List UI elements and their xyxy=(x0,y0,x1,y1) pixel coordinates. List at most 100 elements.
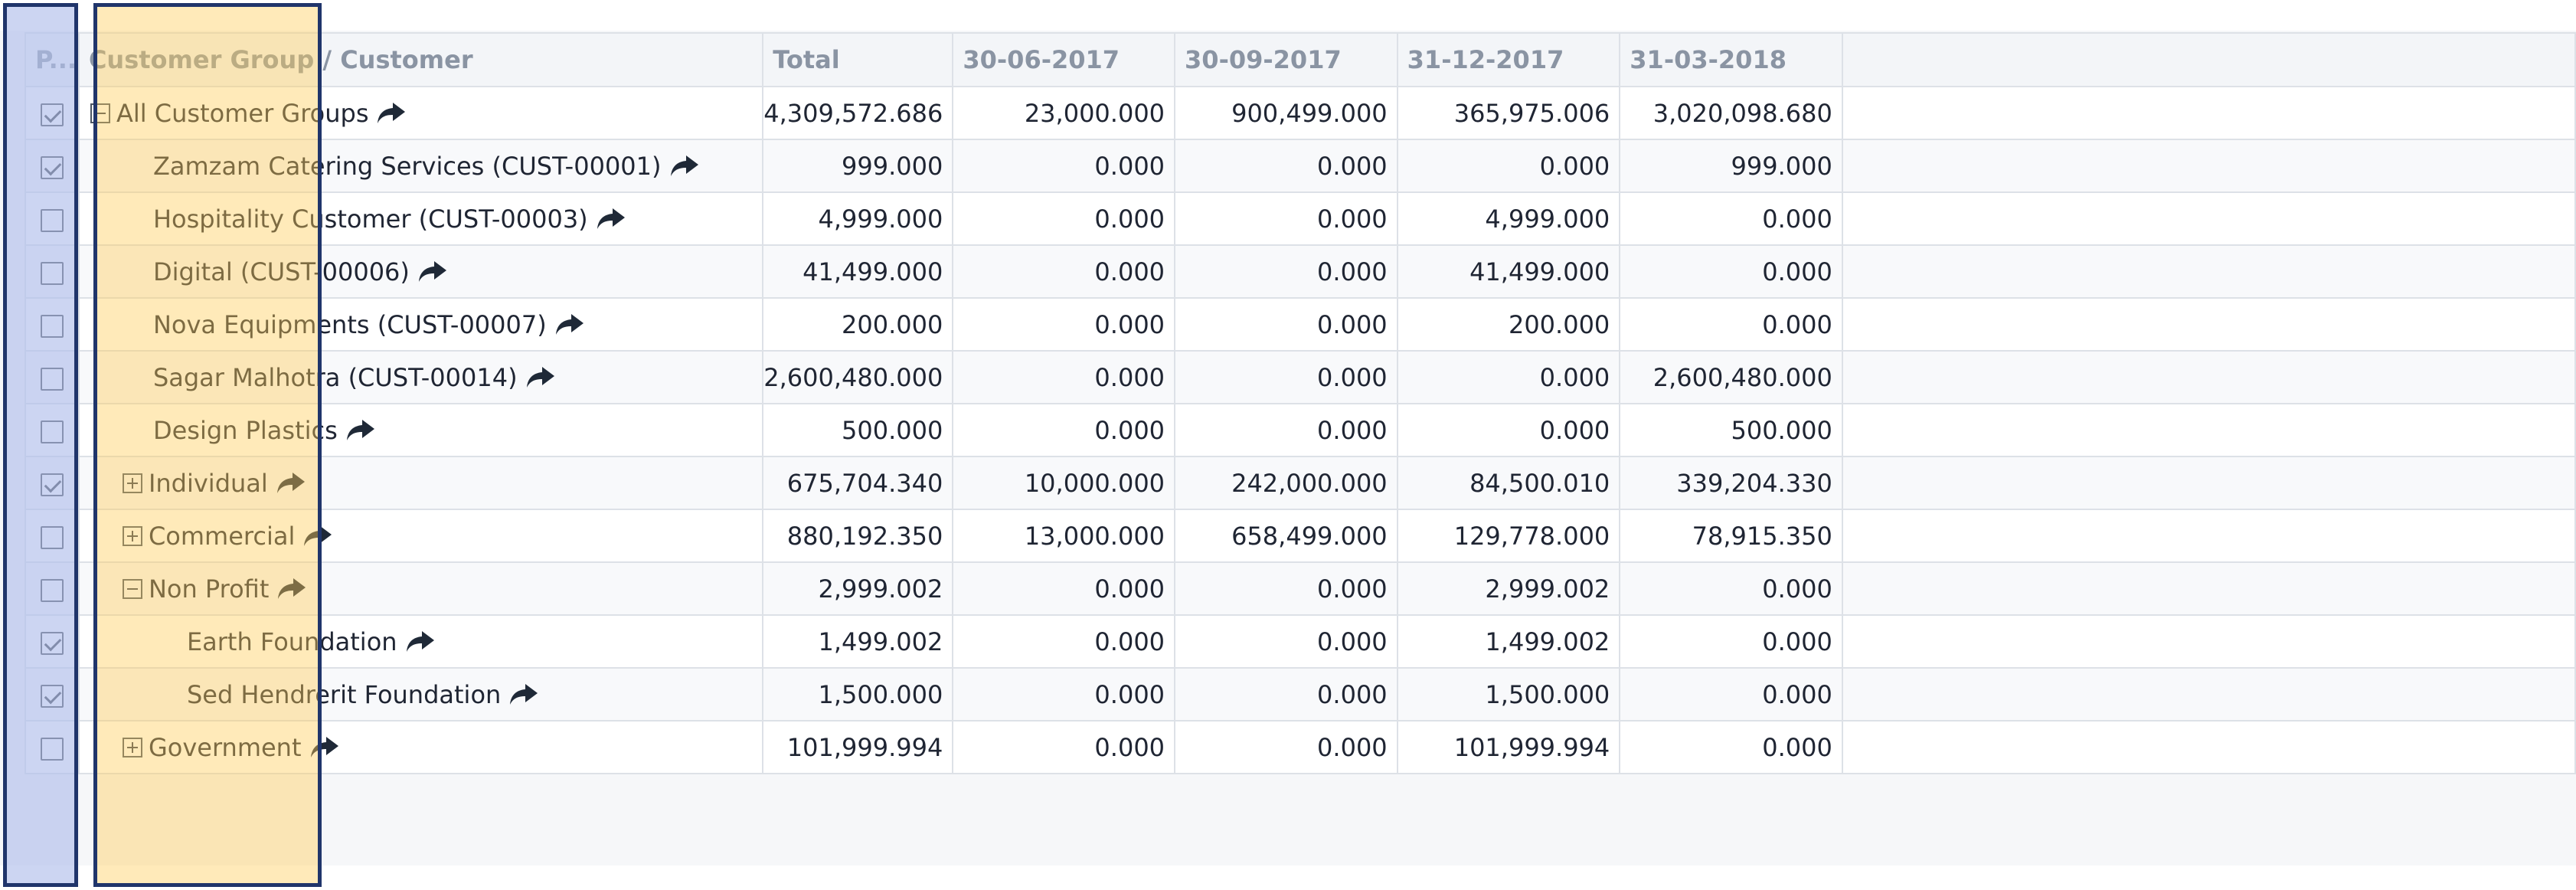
row-checkbox[interactable] xyxy=(40,578,64,602)
customer-name[interactable]: Design Plastics xyxy=(152,415,338,445)
row-checkbox[interactable] xyxy=(40,631,64,655)
row-checkbox[interactable] xyxy=(40,684,64,708)
customer-name[interactable]: Individual xyxy=(148,468,268,498)
customer-name[interactable]: Sed Hendrerit Foundation xyxy=(186,679,502,709)
row-checkbox-cell[interactable] xyxy=(25,139,80,193)
filler-cell xyxy=(1841,561,2576,616)
table-row[interactable]: Government 101,999.994 0.000 0.000 101,999.9… xyxy=(25,720,2576,774)
customer-name[interactable]: Sagar Malhotra (CUST-00014) xyxy=(152,362,518,392)
share-arrow-icon[interactable] xyxy=(596,207,626,231)
share-arrow-icon[interactable] xyxy=(276,577,307,601)
share-arrow-icon[interactable] xyxy=(276,471,306,496)
customer-name[interactable]: Government xyxy=(148,732,302,762)
share-arrow-icon[interactable] xyxy=(508,682,539,707)
row-checkbox-cell[interactable] xyxy=(25,350,80,404)
row-checkbox[interactable] xyxy=(40,525,64,549)
share-arrow-icon[interactable] xyxy=(309,735,340,760)
column-header-q3[interactable]: 31-12-2017 xyxy=(1396,32,1621,87)
q3-cell: 41,499.000 xyxy=(1396,244,1621,299)
q1-cell: 0.000 xyxy=(952,403,1176,457)
share-arrow-icon[interactable] xyxy=(405,630,436,654)
customer-name[interactable]: Nova Equipments (CUST-00007) xyxy=(152,309,547,339)
row-checkbox-cell[interactable] xyxy=(25,614,80,669)
row-checkbox-cell[interactable] xyxy=(25,720,80,774)
customer-name[interactable]: Digital (CUST-00006) xyxy=(152,257,410,286)
customer-name[interactable]: Hospitality Customer (CUST-00003) xyxy=(152,204,588,234)
column-header-q1[interactable]: 30-06-2017 xyxy=(952,32,1176,87)
q4-cell: 0.000 xyxy=(1619,297,1843,352)
row-checkbox-cell[interactable] xyxy=(25,191,80,246)
tree-collapse-icon[interactable] xyxy=(90,103,110,123)
table-row[interactable]: Sed Hendrerit Foundation 1,500.000 0.000 0.… xyxy=(25,667,2576,721)
table-row[interactable]: All Customer Groups 4,309,572.686 23,000.0… xyxy=(25,86,2576,140)
row-checkbox-cell[interactable] xyxy=(25,509,80,563)
q4-cell: 999.000 xyxy=(1619,139,1843,193)
share-arrow-icon[interactable] xyxy=(669,154,700,178)
table-row[interactable]: Earth Foundation 1,499.002 0.000 0.000 1,499… xyxy=(25,614,2576,669)
share-arrow-icon[interactable] xyxy=(302,524,333,548)
table-row[interactable]: Individual 675,704.340 10,000.000 242,000.0… xyxy=(25,456,2576,510)
row-checkbox[interactable] xyxy=(40,420,64,443)
row-checkbox[interactable] xyxy=(40,473,64,496)
row-checkbox-cell[interactable] xyxy=(25,561,80,616)
row-checkbox[interactable] xyxy=(40,155,64,179)
share-arrow-icon[interactable] xyxy=(525,365,556,390)
q4-cell: 500.000 xyxy=(1619,403,1843,457)
column-header-q2[interactable]: 30-09-2017 xyxy=(1174,32,1398,87)
table-row[interactable]: Commercial 880,192.350 13,000.000 658,499.0… xyxy=(25,509,2576,563)
q3-cell: 84,500.010 xyxy=(1396,456,1621,510)
customer-name[interactable]: Zamzam Catering Services (CUST-00001) xyxy=(152,151,662,181)
column-header-q4[interactable]: 31-03-2018 xyxy=(1619,32,1843,87)
row-checkbox[interactable] xyxy=(40,737,64,761)
customer-cell: Sed Hendrerit Foundation xyxy=(77,667,764,721)
row-checkbox[interactable] xyxy=(40,103,64,126)
share-arrow-icon[interactable] xyxy=(417,260,448,284)
column-header-customer[interactable]: Customer Group / Customer xyxy=(77,32,764,87)
row-checkbox-cell[interactable] xyxy=(25,667,80,721)
customer-name[interactable]: Earth Foundation xyxy=(186,627,397,656)
customer-name[interactable]: Non Profit xyxy=(148,574,270,604)
tree-expand-icon[interactable] xyxy=(122,525,142,546)
row-checkbox-cell[interactable] xyxy=(25,456,80,510)
column-header-total[interactable]: Total xyxy=(762,32,954,87)
table-row[interactable]: Design Plastics 500.000 0.000 0.000 0.000 500… xyxy=(25,403,2576,457)
row-checkbox[interactable] xyxy=(40,208,64,232)
customer-name[interactable]: All Customer Groups xyxy=(116,98,369,128)
customer-cell: Commercial xyxy=(77,509,764,563)
row-checkbox-cell[interactable] xyxy=(25,86,80,140)
filler-cell xyxy=(1841,403,2576,457)
table-row[interactable]: Digital (CUST-00006) 41,499.000 0.000 0.000… xyxy=(25,244,2576,299)
q3-cell: 4,999.000 xyxy=(1396,191,1621,246)
column-header-select[interactable]: P... xyxy=(25,32,80,87)
total-cell: 2,999.002 xyxy=(762,561,954,616)
share-arrow-icon[interactable] xyxy=(376,101,407,126)
table-row[interactable]: Sagar Malhotra (CUST-00014) 2,600,480.000… xyxy=(25,350,2576,404)
customer-cell: Sagar Malhotra (CUST-00014) xyxy=(77,350,764,404)
row-checkbox-cell[interactable] xyxy=(25,297,80,352)
row-checkbox-cell[interactable] xyxy=(25,403,80,457)
table-row[interactable]: Hospitality Customer (CUST-00003) 4,999.0… xyxy=(25,191,2576,246)
q2-cell: 0.000 xyxy=(1174,667,1398,721)
total-cell: 999.000 xyxy=(762,139,954,193)
share-arrow-icon[interactable] xyxy=(554,312,585,337)
table-row[interactable]: Nova Equipments (CUST-00007) 200.000 0.000… xyxy=(25,297,2576,352)
table-row[interactable]: Non Profit 2,999.002 0.000 0.000 2,999.002 0.… xyxy=(25,561,2576,616)
row-checkbox[interactable] xyxy=(40,314,64,338)
tree-collapse-icon[interactable] xyxy=(122,578,142,599)
share-arrow-icon[interactable] xyxy=(345,418,376,443)
row-checkbox-cell[interactable] xyxy=(25,244,80,299)
q1-cell: 0.000 xyxy=(952,720,1176,774)
table-row[interactable]: Zamzam Catering Services (CUST-00001) 999… xyxy=(25,139,2576,193)
row-checkbox[interactable] xyxy=(40,261,64,285)
q3-cell: 0.000 xyxy=(1396,350,1621,404)
q2-cell: 0.000 xyxy=(1174,403,1398,457)
total-cell: 880,192.350 xyxy=(762,509,954,563)
customer-name[interactable]: Commercial xyxy=(148,521,296,551)
total-cell: 1,500.000 xyxy=(762,667,954,721)
q2-cell: 658,499.000 xyxy=(1174,509,1398,563)
row-checkbox[interactable] xyxy=(40,367,64,391)
tree-expand-icon[interactable] xyxy=(122,473,142,493)
q3-cell: 129,778.000 xyxy=(1396,509,1621,563)
tree-expand-icon[interactable] xyxy=(122,737,142,757)
